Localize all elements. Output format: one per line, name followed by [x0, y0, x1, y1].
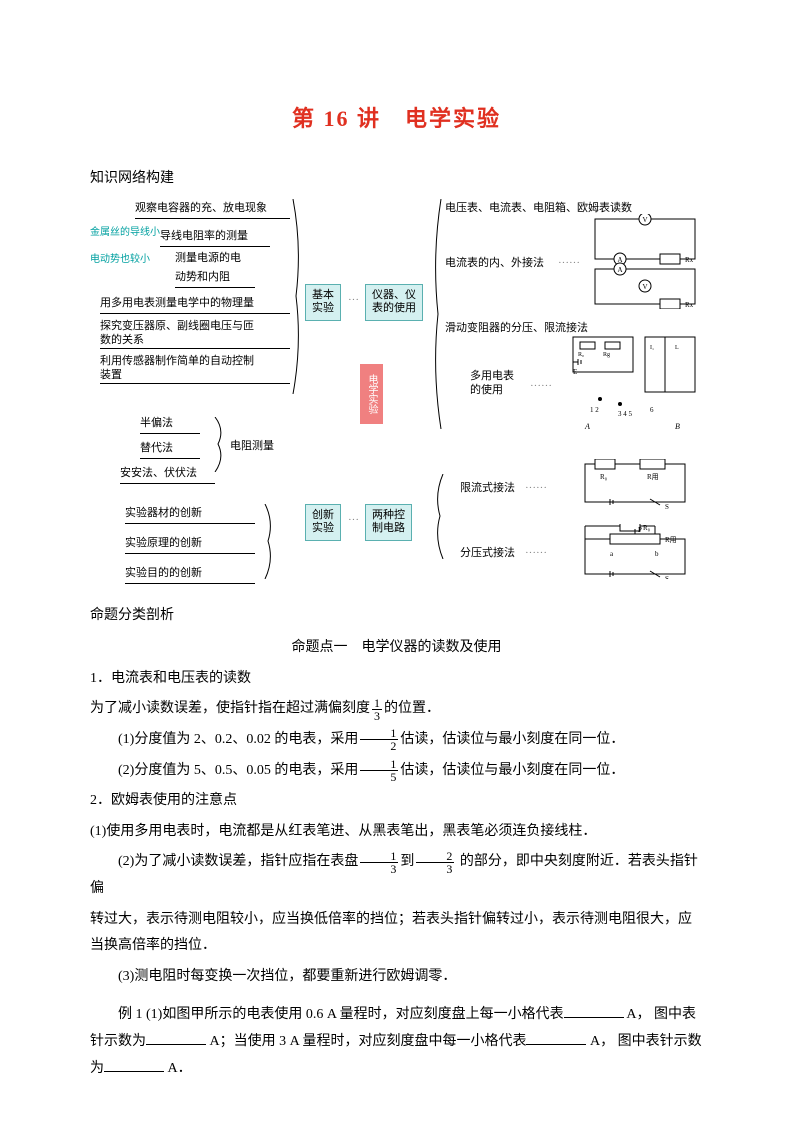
connector-dots-2: ···	[348, 511, 359, 530]
svg-text:R₀: R₀	[600, 473, 608, 481]
svg-text:R用: R用	[665, 536, 677, 544]
svg-text:S: S	[665, 503, 669, 509]
page-title: 第 16 讲 电学实验	[90, 100, 703, 137]
left-item-0: 观察电容器的充、放电现象	[135, 199, 290, 219]
left-brace-2	[262, 504, 276, 579]
brace-icon	[210, 417, 230, 472]
body-content: 1．电流表和电压表的读数 为了减小读数误差，使指针指在超过满偏刻度13的位置． …	[90, 666, 703, 1082]
fraction-1-2: 12	[360, 727, 398, 752]
heading-2: 2．欧姆表使用的注意点	[90, 788, 703, 815]
resistance-method-2: 安安法、伏伏法	[120, 464, 215, 484]
svg-text:A: A	[584, 422, 590, 431]
right-limit-label: 限流式接法	[460, 479, 515, 498]
fraction-1-5: 15	[360, 758, 398, 783]
innovation-2: 实验目的的创新	[125, 564, 255, 584]
para-div-5: (2)分度值为 5、0.5、0.05 的电表，采用15估读，估读位与最小刻度在同…	[90, 758, 703, 785]
svg-text:1 2: 1 2	[590, 406, 599, 414]
left-item-1: 导线电阻率的测量	[160, 227, 270, 247]
topic-1-title: 命题点一 电学仪器的读数及使用	[90, 636, 703, 660]
resistance-label: 电阻测量	[230, 437, 274, 456]
svg-text:E: E	[573, 368, 577, 376]
section-analysis: 命题分类剖析	[90, 604, 703, 628]
innovation-0: 实验器材的创新	[125, 504, 255, 524]
para-pointer: 为了减小读数误差，使指针指在超过满偏刻度13的位置．	[90, 696, 703, 723]
svg-text:b: b	[655, 550, 659, 558]
para-ohm-1: (1)使用多用电表时，电流都是从红表笔进、从黑表笔出，黑表笔必须连负接线柱．	[90, 819, 703, 846]
right-brace-1	[430, 199, 444, 429]
connector-dots-6: ······	[525, 544, 547, 563]
para-ohm-4: (3)测电阻时每变换一次挡位，都要重新进行欧姆调零．	[90, 964, 703, 991]
example-1: 例 1 (1)如图甲所示的电表使用 0.6 A 量程时，对应刻度盘上每一小格代表…	[90, 1002, 703, 1082]
svg-text:V: V	[642, 216, 647, 224]
circuit-divider-diagram: R₀ R用P ab E S	[580, 524, 690, 579]
circuit-multimeter-diagram: R₀ Rg E I₁ L 1 2 3 4 5 6 A B	[570, 334, 700, 434]
left-item-2: 测量电源的电 动势和内阻	[175, 249, 255, 287]
fraction-1-3b: 13	[360, 850, 398, 875]
blank-1[interactable]	[564, 1017, 624, 1018]
cyan-annotation-2: 电动势也较小	[90, 251, 150, 268]
heading-1: 1．电流表和电压表的读数	[90, 666, 703, 693]
blank-3[interactable]	[526, 1044, 586, 1045]
svg-text:6: 6	[650, 406, 654, 414]
svg-text:B: B	[675, 422, 680, 431]
connector-dots-5: ······	[525, 479, 547, 498]
fraction-2-3: 23	[416, 850, 454, 875]
box-basic: 基本 实验	[305, 284, 341, 320]
box-innovation: 创新 实验	[305, 504, 341, 540]
svg-text:Rg: Rg	[603, 352, 610, 358]
right-divider-label: 分压式接法	[460, 544, 515, 563]
knowledge-diagram: 观察电容器的充、放电现象 金属丝的导线小 导线电阻率的测量 电动势也较小 测量电…	[90, 199, 710, 589]
para-div-2: (1)分度值为 2、0.2、0.02 的电表，采用12估读，估读位与最小刻度在同…	[90, 727, 703, 754]
svg-text:E: E	[605, 508, 609, 509]
right-ammeter-label: 电流表的内、外接法	[445, 254, 544, 273]
svg-text:L: L	[675, 345, 679, 351]
blank-4[interactable]	[104, 1071, 164, 1072]
box-control: 两种控 制电路	[365, 504, 412, 540]
svg-text:Rx: Rx	[685, 256, 694, 264]
right-rheostat-label: 滑动变阻器的分压、限流接法	[445, 319, 588, 338]
svg-text:S: S	[665, 575, 669, 579]
svg-text:R₀: R₀	[578, 352, 584, 358]
svg-text:I₁: I₁	[650, 345, 654, 351]
svg-text:R₀: R₀	[643, 524, 651, 532]
cyan-annotation-1: 金属丝的导线小	[90, 224, 160, 241]
svg-text:P: P	[638, 526, 642, 534]
right-multimeter-label: 多用电表 的使用	[470, 369, 514, 398]
innovation-1: 实验原理的创新	[125, 534, 255, 554]
para-ohm-3: 转过大，表示待测电阻较小，应当换低倍率的挡位；若表头指针偏转过小，表示待测电阻很…	[90, 907, 703, 960]
left-item-5: 利用传感器制作简单的自动控制 装置	[100, 354, 290, 384]
connector-dots-3: ······	[558, 254, 580, 273]
left-item-4: 探究变压器原、副线圈电压与匝 数的关系	[100, 319, 290, 349]
left-item-3: 用多用电表测量电学中的物理量	[100, 294, 290, 314]
blank-2[interactable]	[146, 1044, 206, 1045]
svg-text:Rx: Rx	[685, 301, 694, 309]
right-brace-2	[432, 474, 446, 559]
svg-text:a: a	[610, 550, 614, 558]
svg-text:R用: R用	[647, 473, 659, 481]
svg-text:3 4 5: 3 4 5	[618, 410, 633, 418]
center-red-box: 电学实验	[360, 364, 383, 424]
section-knowledge-network: 知识网络构建	[90, 167, 703, 191]
circuit-ammeter-diagram: V A Rx A V Rx	[590, 214, 700, 309]
resistance-method-1: 替代法	[140, 439, 200, 459]
fraction-1-3: 13	[372, 697, 382, 722]
para-ohm-2: (2)为了减小读数误差，指针应指在表盘13到23 的部分，即中央刻度附近．若表头…	[90, 849, 703, 902]
connector-dots-1: ···	[348, 291, 359, 310]
resistance-method-0: 半偏法	[140, 414, 200, 434]
svg-text:V: V	[642, 283, 647, 291]
left-brace-1	[290, 199, 304, 394]
svg-text:A: A	[617, 266, 622, 274]
connector-dots-4: ······	[530, 377, 552, 396]
circuit-limit-diagram: R₀ R用 P E S	[580, 459, 690, 509]
box-instrument: 仪器、仪 表的使用	[365, 284, 423, 320]
